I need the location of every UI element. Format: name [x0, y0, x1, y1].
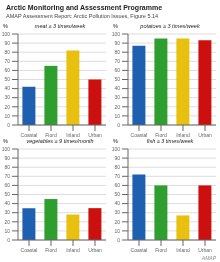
svg-text:100: 100	[8, 146, 10, 152]
svg-text:90: 90	[114, 155, 120, 161]
svg-text:60: 60	[114, 67, 120, 73]
svg-text:Coastal: Coastal	[131, 132, 148, 137]
svg-text:90: 90	[8, 40, 10, 46]
svg-text:10: 10	[114, 228, 120, 234]
svg-text:40: 40	[8, 200, 10, 206]
svg-text:70: 70	[114, 173, 120, 179]
svg-text:90: 90	[8, 155, 10, 161]
svg-text:Coastal: Coastal	[21, 247, 38, 252]
html-text:fish ≥ 3 times/week: fish ≥ 3 times/week	[146, 138, 194, 144]
svg-text:Inland: Inland	[66, 247, 80, 252]
html-text:AMAP: AMAP	[201, 255, 216, 261]
html-text:vegetables ≥ 9 times/month: vegetables ≥ 9 times/month	[26, 138, 94, 144]
svg-text:30: 30	[114, 209, 120, 215]
svg-text:Fjord: Fjord	[45, 132, 57, 137]
svg-text:20: 20	[8, 104, 10, 110]
svg-text:Inland: Inland	[176, 132, 190, 137]
svg-text:50: 50	[114, 76, 120, 82]
svg-text:80: 80	[8, 164, 10, 170]
svg-text:60: 60	[114, 182, 120, 188]
svg-text:0: 0	[117, 122, 120, 128]
svg-text:20: 20	[114, 219, 120, 225]
svg-text:Coastal: Coastal	[131, 247, 148, 252]
html-text:potatoes ≥ 3 times/week: potatoes ≥ 3 times/week	[140, 23, 200, 29]
svg-text:Fjord: Fjord	[155, 247, 167, 252]
svg-text:60: 60	[8, 182, 10, 188]
html-text:AMAP Assessment Report: Arctic: AMAP Assessment Report: Arctic Pollution…	[6, 13, 159, 19]
svg-text:70: 70	[8, 173, 10, 179]
svg-text:70: 70	[8, 58, 10, 64]
svg-text:Urban: Urban	[88, 247, 102, 252]
svg-text:Inland: Inland	[176, 247, 190, 252]
html-text:meat ≥ 3 times/week: meat ≥ 3 times/week	[34, 23, 86, 29]
svg-text:80: 80	[8, 49, 10, 55]
svg-text:40: 40	[114, 200, 120, 206]
svg-text:30: 30	[8, 209, 10, 215]
svg-text:10: 10	[114, 113, 120, 119]
svg-text:50: 50	[8, 191, 10, 197]
svg-text:Urban: Urban	[198, 247, 212, 252]
html-text:Arctic Monitoring and Assessme: Arctic Monitoring and Assessment Program…	[6, 4, 163, 11]
svg-text:50: 50	[114, 191, 120, 197]
svg-text:Urban: Urban	[198, 132, 212, 137]
svg-text:90: 90	[114, 40, 120, 46]
svg-text:0: 0	[117, 237, 120, 243]
svg-text:40: 40	[114, 85, 120, 91]
svg-text:30: 30	[8, 94, 10, 100]
svg-text:10: 10	[8, 228, 10, 234]
svg-text:60: 60	[8, 67, 10, 73]
svg-text:100: 100	[8, 31, 10, 37]
svg-text:0: 0	[8, 237, 10, 243]
svg-text:Inland: Inland	[66, 132, 80, 137]
svg-text:100: 100	[112, 31, 121, 37]
svg-text:20: 20	[114, 104, 120, 110]
svg-text:Coastal: Coastal	[21, 132, 38, 137]
svg-text:40: 40	[8, 85, 10, 91]
svg-text:80: 80	[114, 49, 120, 55]
svg-text:70: 70	[114, 58, 120, 64]
svg-text:0: 0	[8, 122, 10, 128]
svg-text:Fjord: Fjord	[45, 247, 57, 252]
svg-text:20: 20	[8, 219, 10, 225]
svg-text:80: 80	[114, 164, 120, 170]
svg-text:100: 100	[112, 146, 121, 152]
svg-text:50: 50	[8, 76, 10, 82]
svg-text:Urban: Urban	[88, 132, 102, 137]
svg-text:10: 10	[8, 113, 10, 119]
svg-text:Fjord: Fjord	[155, 132, 167, 137]
svg-text:30: 30	[114, 94, 120, 100]
